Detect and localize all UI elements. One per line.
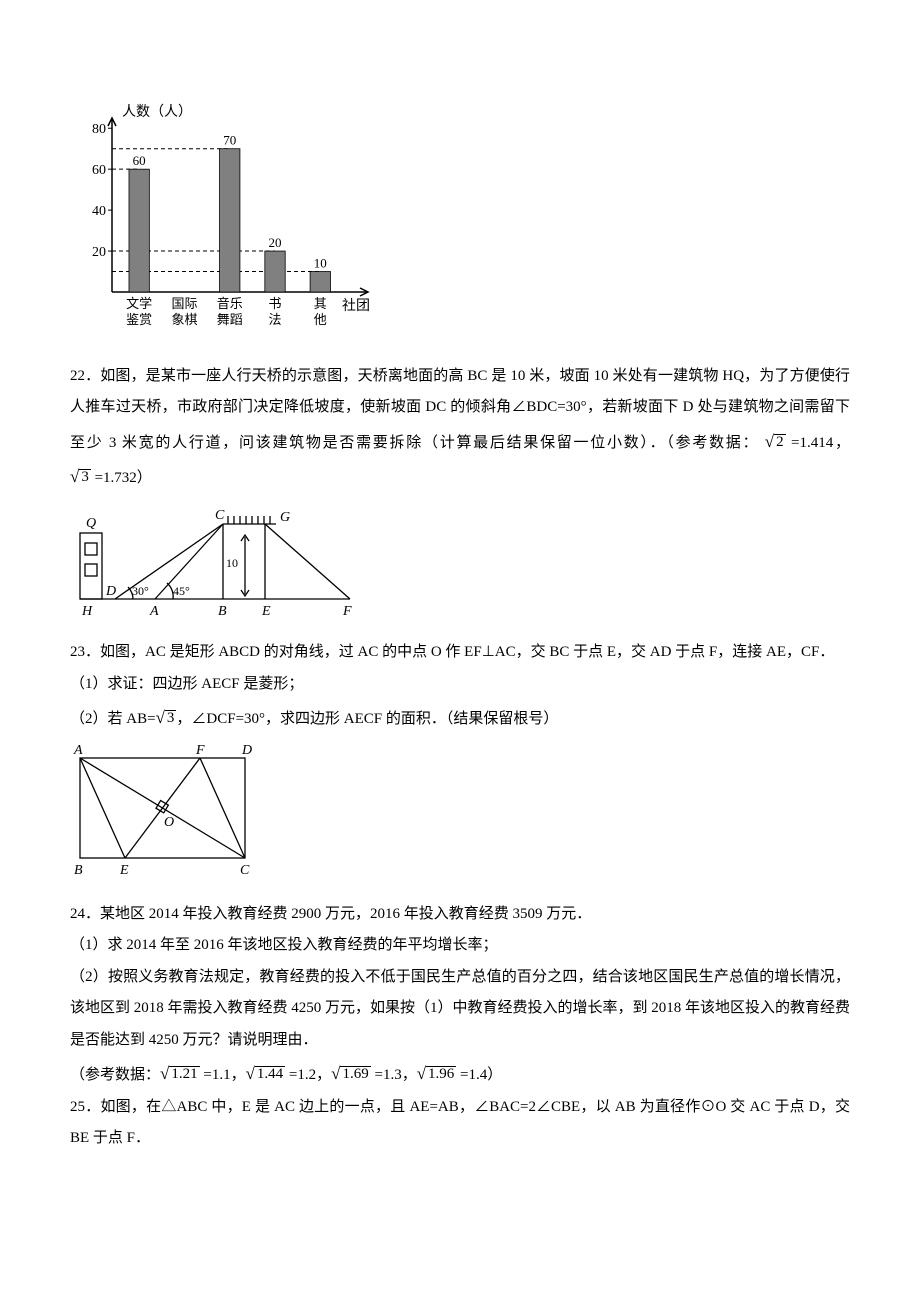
ang-30: 30° — [132, 584, 149, 598]
q24-text: 24．某地区 2014 年投入教育经费 2900 万元，2016 年投入教育经费… — [70, 899, 850, 931]
lbl-F: F — [342, 604, 352, 619]
svg-text:鉴赏: 鉴赏 — [126, 312, 152, 327]
svg-text:舞蹈: 舞蹈 — [217, 312, 243, 327]
svg-text:文学: 文学 — [126, 296, 152, 311]
svg-text:40: 40 — [92, 204, 106, 219]
svg-text:70: 70 — [223, 133, 236, 148]
lbl-D: D — [105, 584, 116, 599]
q22-svg: Q C G D H A B E F 30° 45° 10 — [70, 499, 360, 619]
q23-sqrt3: √3 — [156, 711, 177, 727]
q22-text: 22．如图，是某市一座人行天桥的示意图，天桥离地面的高 BC 是 10 米，坡面… — [70, 361, 850, 495]
ang-45: 45° — [173, 584, 190, 598]
svg-text:20: 20 — [269, 235, 282, 250]
q22-ref-sqrt3: √3 =1.732） — [70, 470, 152, 486]
svg-text:人数（人）: 人数（人） — [122, 104, 192, 120]
svg-text:60: 60 — [133, 153, 146, 168]
q23-part2b: ，∠DCF=30°，求四边形 AECF 的面积．（结果保留根号） — [176, 711, 558, 727]
svg-text:60: 60 — [92, 163, 106, 178]
svg-text:他: 他 — [314, 312, 327, 327]
h-10: 10 — [226, 556, 238, 570]
q24-part1: （1）求 2014 年至 2016 年该地区投入教育经费的年平均增长率； — [70, 930, 850, 962]
q23-diagram: A F D B E C O — [70, 740, 850, 893]
sqrt-term: √1.69 =1.3， — [331, 1067, 417, 1083]
svg-text:象棋: 象棋 — [171, 312, 197, 327]
sqrt-term: √1.44 =1.2， — [246, 1067, 332, 1083]
sqrt-term: √1.96 =1.4 — [417, 1067, 488, 1083]
r-A: A — [73, 743, 83, 758]
r-C: C — [240, 863, 250, 878]
svg-text:20: 20 — [92, 245, 106, 260]
svg-text:其: 其 — [314, 296, 327, 311]
q22-ref-sqrt2: √2 =1.414， — [765, 435, 850, 451]
lbl-B: B — [218, 604, 227, 619]
svg-text:音乐: 音乐 — [217, 296, 243, 311]
q23-svg: A F D B E C O — [70, 740, 260, 880]
q24-roots: √1.21 =1.1，√1.44 =1.2，√1.69 =1.3，√1.96 =… — [160, 1067, 487, 1083]
r-E: E — [119, 863, 129, 878]
svg-text:书: 书 — [269, 296, 282, 311]
lbl-A: A — [149, 604, 159, 619]
q21-bar-chart: 20 40 60 80 人数（人） 社团 60 文学鉴赏 国际象棋 70 音乐舞蹈 20 书法 10 其他 — [70, 100, 850, 353]
r-O: O — [164, 815, 174, 830]
r-F: F — [195, 743, 205, 758]
svg-text:80: 80 — [92, 122, 106, 137]
q22-diagram: Q C G D H A B E F 30° 45° 10 — [70, 499, 850, 632]
r-B: B — [74, 863, 83, 878]
svg-text:法: 法 — [269, 312, 282, 327]
lbl-G: G — [280, 510, 290, 525]
q23-part1: （1）求证：四边形 AECF 是菱形； — [70, 669, 850, 701]
lbl-C: C — [215, 508, 225, 523]
lbl-E: E — [261, 604, 271, 619]
sqrt-term: √1.21 =1.1， — [160, 1067, 246, 1083]
q23-part2a: （2）若 AB= — [70, 711, 156, 727]
q24-ref: （参考数据：√1.21 =1.1，√1.44 =1.2，√1.69 =1.3，√… — [70, 1056, 850, 1092]
bar-chart-svg: 20 40 60 80 人数（人） 社团 60 文学鉴赏 国际象棋 70 音乐舞蹈 20 书法 10 其他 — [70, 100, 370, 340]
q24-ref-prefix: （参考数据： — [70, 1067, 160, 1083]
q22-body: 22．如图，是某市一座人行天桥的示意图，天桥离地面的高 BC 是 10 米，坡面… — [70, 368, 850, 451]
q24-part2: （2）按照义务教育法规定，教育经费的投入不低于国民生产总值的百分之四，结合该地区… — [70, 962, 850, 1057]
q25-text: 25．如图，在△ABC 中，E 是 AC 边上的一点，且 AE=AB，∠BAC=… — [70, 1092, 850, 1155]
lbl-H: H — [81, 604, 93, 619]
lbl-Q: Q — [86, 516, 96, 531]
q23-part2: （2）若 AB=√3，∠DCF=30°，求四边形 AECF 的面积．（结果保留根… — [70, 700, 850, 736]
q23-text: 23．如图，AC 是矩形 ABCD 的对角线，过 AC 的中点 O 作 EF⊥A… — [70, 637, 850, 669]
svg-text:社团: 社团 — [342, 298, 370, 314]
svg-text:10: 10 — [314, 256, 327, 271]
q24-ref-suffix: ） — [487, 1067, 502, 1083]
r-D: D — [241, 743, 252, 758]
svg-text:国际: 国际 — [171, 296, 197, 311]
